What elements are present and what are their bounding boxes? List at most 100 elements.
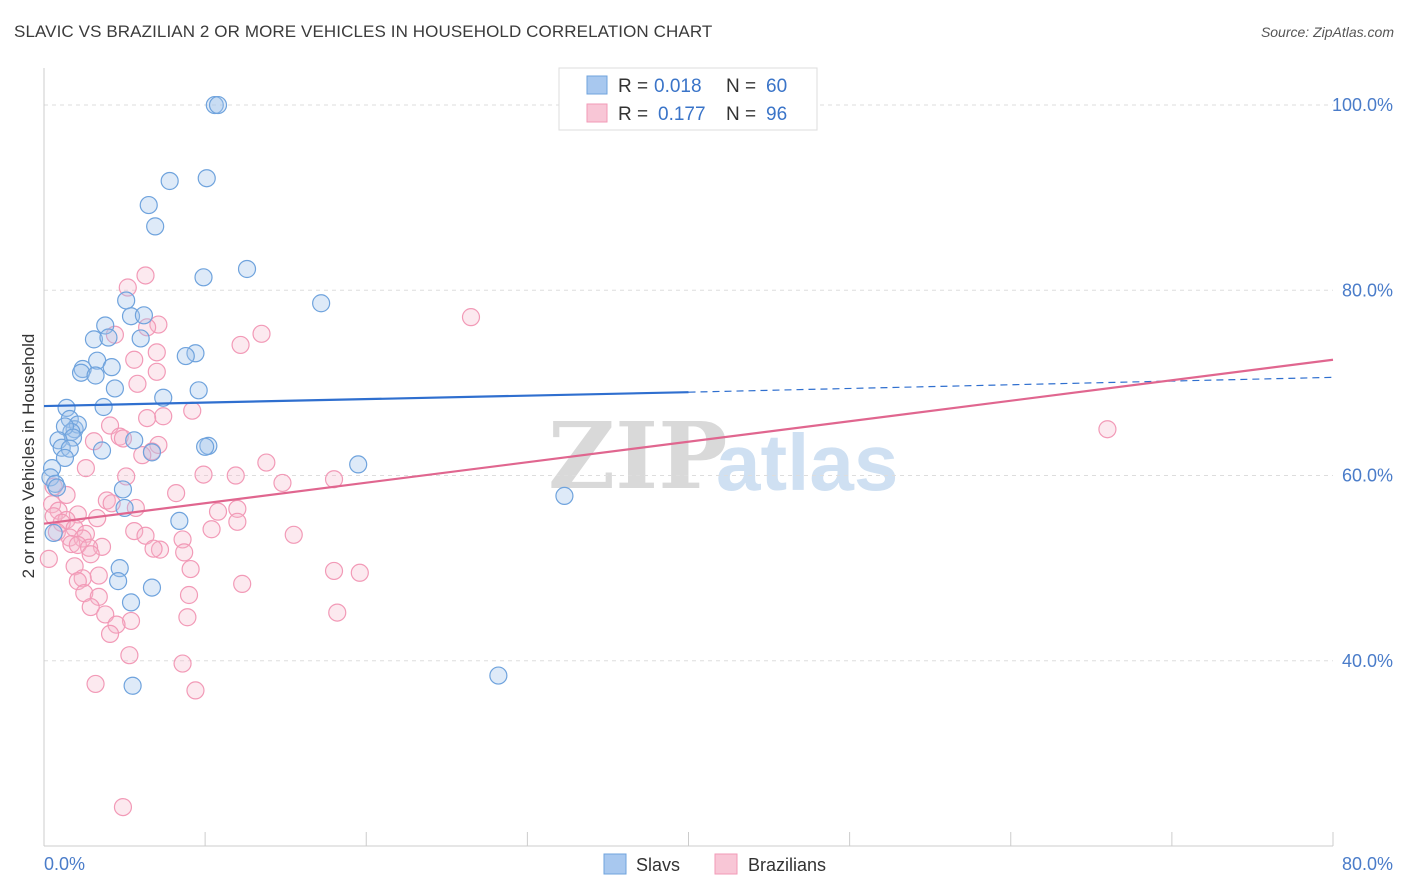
brazilian-point-59 [150,540,170,559]
brazilian-point-56 [68,535,87,555]
brazilian-point-12 [183,401,202,420]
brazilian-point-68 [89,566,108,585]
brazilian-point-50 [284,525,303,544]
legend-brazilians-r-label: R = [618,104,648,125]
brazilian-point-75 [81,597,100,617]
slavs-trend-line-extension [688,376,1334,393]
slav-point-9 [117,291,136,310]
brazilian-point-84 [86,674,105,694]
brazilian-point-78 [178,608,197,627]
slav-point-5 [146,217,165,236]
brazilian-point-0 [118,278,137,297]
brazilian-point-61 [175,543,194,562]
slav-point-6 [237,259,257,279]
gridlines [44,104,1333,662]
slav-point-22 [86,366,105,385]
brazilians-trend-line [43,358,1334,525]
slavs-points [41,95,574,695]
brazilian-point-52 [136,526,155,545]
brazilian-point-47 [125,521,144,541]
brazilian-point-66 [324,561,344,581]
brazilian-point-55 [62,534,81,554]
slavs-trend-line [43,391,689,408]
brazilian-point-81 [100,624,120,644]
brazilian-point-1 [136,266,155,285]
legend-brazilians-r-value: 0.177 [658,104,706,125]
brazilian-point-67 [350,563,369,582]
brazilian-point-19 [149,435,168,455]
slav-point-1 [208,95,228,115]
slav-point-10 [121,307,141,326]
brazilian-point-44 [228,512,247,531]
brazilian-point-58 [80,538,99,557]
trend-lines [43,358,1334,525]
slav-point-42 [55,448,75,468]
slav-point-52 [44,523,63,543]
brazilian-point-8 [147,343,166,362]
bottom-legend-brazilians: Brazilians [748,855,826,875]
brazilian-point-24 [194,465,213,484]
brazilian-point-57 [92,537,112,556]
top-legend: R = 0.018 N = 60 R = 0.177 N = 96 [558,67,818,131]
brazilian-point-69 [73,569,92,588]
slav-point-55 [142,578,162,597]
bottom-legend-slavs: Slavs [636,855,680,875]
slav-point-3 [197,169,216,188]
brazilian-point-63 [81,545,100,564]
brazilian-point-23 [76,459,95,478]
brazilians-points [39,266,1117,817]
brazilian-point-38 [208,502,228,521]
brazilian-point-35 [228,499,247,518]
slav-point-47 [47,478,66,497]
slav-point-15 [99,328,118,347]
brazilian-point-60 [144,539,163,558]
brazilian-point-14 [138,409,157,428]
brazilian-point-13 [154,407,173,426]
y-tick-label-100: 100.0% [1332,95,1393,115]
slav-point-58 [123,676,142,695]
legend-swatch-slavs [586,75,608,95]
brazilian-point-77 [328,603,347,622]
x-axis-ticks [204,832,1334,846]
slav-point-41 [196,437,215,456]
slav-point-12 [96,316,115,335]
source-label: Source: ZipAtlas.com [1260,24,1394,40]
legend-brazilians-n-label: N = [726,104,756,125]
brazilian-point-9 [125,350,144,369]
brazilian-point-4 [138,318,157,337]
slav-point-57 [489,666,508,685]
slav-point-23 [105,379,124,398]
brazilian-point-7 [231,335,250,355]
y-tick-labels: 40.0% 60.0% 80.0% 100.0% [1332,95,1393,671]
slav-point-37 [60,439,79,458]
slav-point-38 [92,441,112,460]
slav-point-14 [84,330,104,349]
bottom-legend-swatch-slavs [603,853,627,875]
slav-point-2 [160,171,179,191]
slav-point-49 [555,486,574,505]
slav-point-11 [134,306,153,325]
slav-point-7 [194,268,213,287]
brazilian-point-73 [179,585,199,605]
y-axis-label: 2 or more Vehicles in Household [19,334,38,579]
brazilian-point-79 [121,611,141,631]
slav-point-8 [312,294,331,313]
legend-brazilians-n-value: 96 [766,104,787,125]
brazilian-point-82 [120,646,139,665]
slav-point-21 [71,363,91,382]
legend-slavs-r-label: R = [618,76,648,97]
slav-point-39 [142,443,162,462]
slav-point-25 [154,388,173,407]
legend-slavs-n-label: N = [726,76,756,97]
watermark-atlas: atlas [716,418,898,507]
brazilian-point-25 [226,466,245,485]
legend-slavs-r-value: 0.018 [654,76,702,97]
brazilian-point-2 [461,308,481,327]
chart-title: SLAVIC VS BRAZILIAN 2 OR MORE VEHICLES I… [14,22,713,41]
brazilian-point-87 [113,797,133,817]
brazilian-point-11 [128,374,147,393]
slav-point-13 [131,329,150,348]
slav-point-27 [94,397,113,417]
slav-point-51 [170,511,189,531]
brazilian-point-62 [39,549,58,568]
